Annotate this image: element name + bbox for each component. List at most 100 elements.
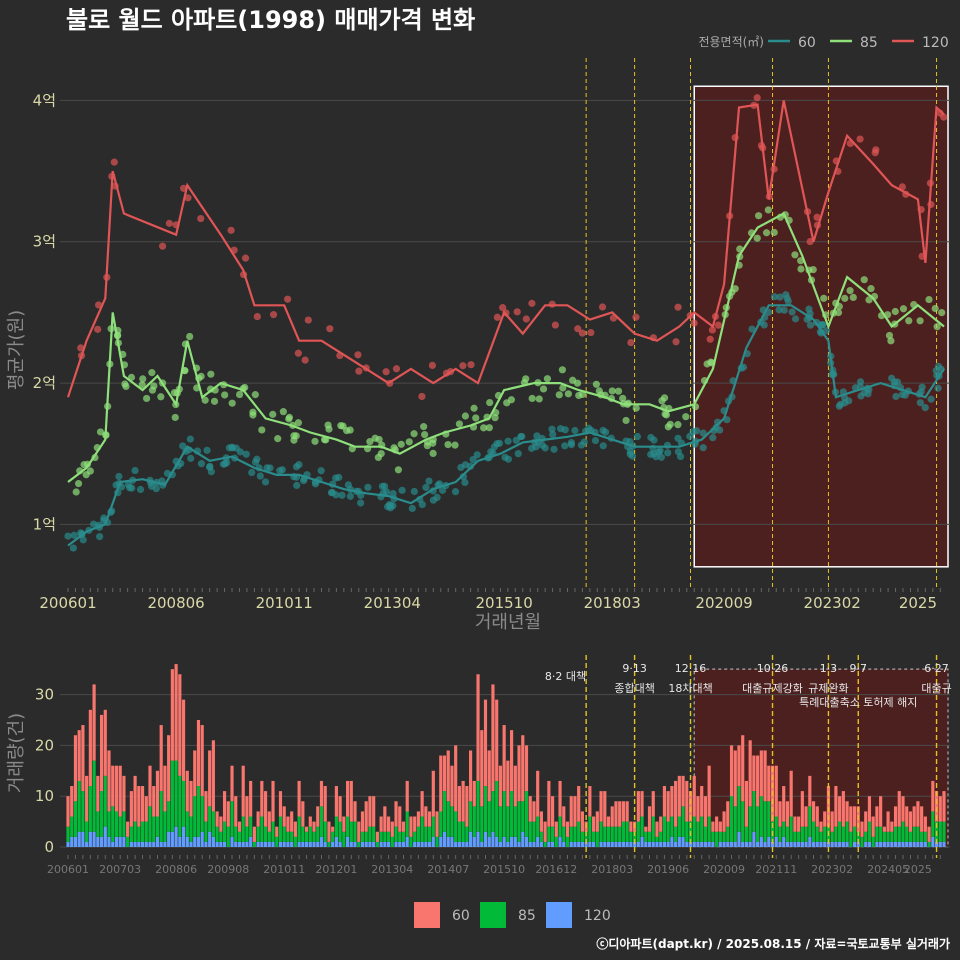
volume-bar <box>931 780 935 812</box>
volume-bar <box>174 664 178 761</box>
volume-bar <box>457 786 461 822</box>
volume-bar <box>901 821 905 842</box>
data-point <box>366 438 374 446</box>
volume-bar <box>774 765 778 817</box>
data-point <box>461 412 470 420</box>
volume-bar <box>297 780 301 817</box>
volume-bar <box>744 780 749 827</box>
volume-bar <box>506 841 510 847</box>
volume-bar <box>692 841 696 847</box>
volume-bar <box>551 826 555 842</box>
data-point <box>418 500 426 509</box>
volume-bar <box>316 806 320 827</box>
volume-bar <box>674 826 678 842</box>
volume-bar <box>532 801 536 822</box>
volume-bar <box>271 821 275 842</box>
volume-bar <box>782 821 786 837</box>
volume-bar <box>819 821 823 832</box>
data-point <box>422 483 430 492</box>
volume-bar <box>193 750 197 797</box>
data-point <box>806 321 815 329</box>
data-point <box>917 388 925 396</box>
volume-bar <box>413 831 417 842</box>
volume-bar <box>502 725 506 792</box>
volume-bar <box>129 826 133 842</box>
volume-bar <box>237 821 242 832</box>
volume-bar <box>163 811 167 842</box>
volume-bar <box>636 791 640 822</box>
volume-bar <box>938 821 942 842</box>
volume-bar <box>860 821 864 837</box>
volume-bar <box>729 745 734 797</box>
volume-x-tick-label: 200806 <box>155 863 197 876</box>
volume-bar <box>252 826 256 842</box>
volume-bar <box>931 811 935 837</box>
data-point <box>867 285 875 293</box>
volume-bar <box>838 821 842 842</box>
volume-bar <box>88 786 92 832</box>
volume-bar <box>178 674 182 776</box>
data-point <box>251 391 259 399</box>
volume-bar <box>70 836 74 847</box>
volume-bar <box>159 841 163 847</box>
volume-bar <box>498 841 502 847</box>
volume-bar <box>282 826 286 842</box>
volume-bar <box>163 765 167 812</box>
volume-bar <box>241 841 245 847</box>
volume-bar <box>502 791 506 837</box>
data-point <box>179 442 187 450</box>
data-point <box>522 315 530 323</box>
volume-bar <box>178 836 182 847</box>
volume-bar <box>73 801 78 837</box>
data-point <box>754 212 763 220</box>
volume-bar <box>92 684 96 761</box>
volume-bar <box>916 841 920 847</box>
legend-label-85: 85 <box>518 908 536 924</box>
volume-bar <box>647 831 652 842</box>
data-point <box>658 397 666 405</box>
volume-bar <box>349 780 353 822</box>
volume-bar <box>528 821 532 842</box>
data-point <box>916 399 924 407</box>
volume-bar <box>573 826 577 842</box>
data-point <box>564 390 572 398</box>
volume-bar <box>640 816 644 837</box>
volume-bar <box>290 811 294 832</box>
data-point <box>429 449 437 457</box>
data-point <box>371 434 379 442</box>
volume-bar <box>621 841 626 847</box>
data-point <box>163 469 172 477</box>
y-tick-label: 3억 <box>33 233 56 251</box>
data-point <box>791 251 799 259</box>
volume-bar <box>715 831 719 847</box>
volume-bar <box>394 841 398 847</box>
volume-bar <box>595 811 599 832</box>
volume-bar <box>424 841 428 847</box>
volume-bar <box>521 735 525 802</box>
x-tick-label: 2025 <box>899 594 937 612</box>
volume-bar <box>465 826 469 842</box>
volume-bar <box>651 841 655 847</box>
data-point <box>346 426 354 434</box>
data-point <box>820 294 828 302</box>
volume-x-tick-label: 2025 <box>904 863 932 876</box>
volume-bar <box>379 831 383 842</box>
bottom-legend: 60 85 120 <box>414 902 611 928</box>
volume-bar <box>360 811 365 832</box>
data-point <box>580 438 588 446</box>
data-point <box>933 323 941 331</box>
volume-bar <box>107 750 111 812</box>
data-point <box>461 478 469 487</box>
volume-x-tick-label: 200908 <box>207 863 249 876</box>
data-point <box>389 502 397 510</box>
volume-bar <box>286 816 290 832</box>
legend-title: 전용면적(㎡) <box>698 35 764 49</box>
volume-bar <box>424 826 428 842</box>
volume-bar <box>908 841 913 847</box>
policy-label-name: 규제완화 <box>808 682 848 695</box>
data-point <box>131 466 139 475</box>
data-point <box>699 429 707 437</box>
volume-bar <box>181 780 186 827</box>
volume-bar <box>196 786 201 837</box>
